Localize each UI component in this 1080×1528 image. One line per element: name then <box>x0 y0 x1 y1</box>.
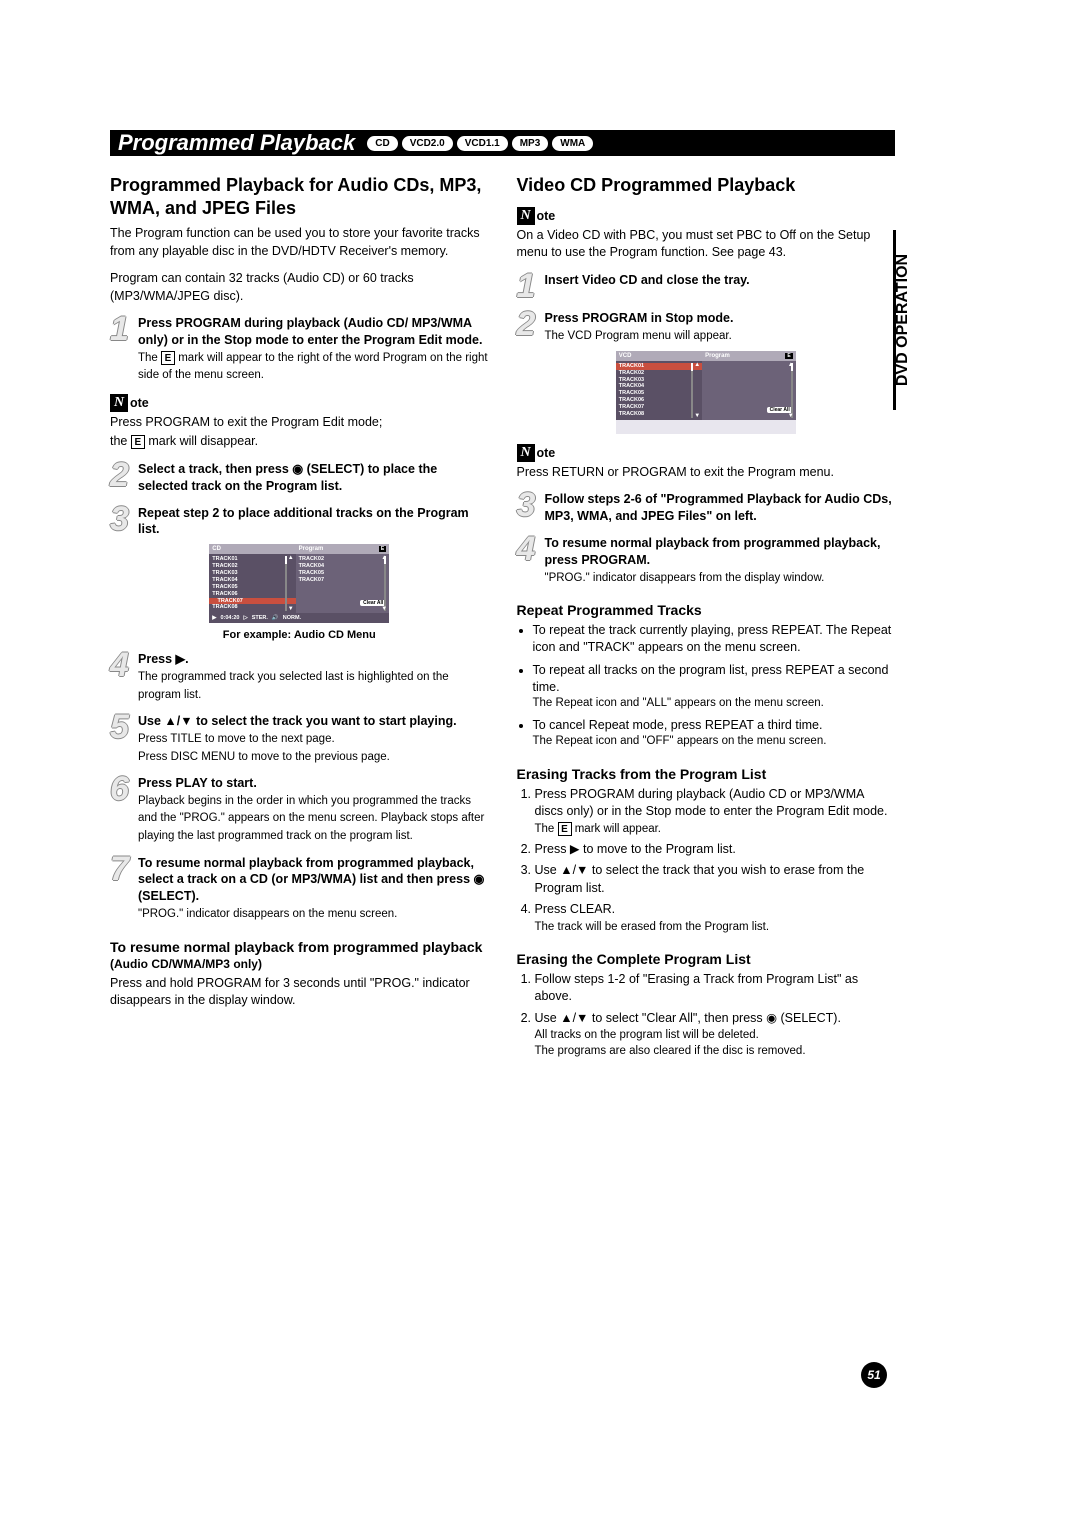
step-number: 3 <box>517 491 541 525</box>
e-mark-icon: E <box>161 351 175 365</box>
osd-vcd-menu: VCD ProgramE TRACK01 TRACK02 TRACK03 TRA… <box>616 351 796 434</box>
right-note2: Press RETURN or PROGRAM to exit the Prog… <box>517 464 896 482</box>
right-step-1: 1 Insert Video CD and close the tray. <box>517 272 896 301</box>
right-section-title: Video CD Programmed Playback <box>517 174 896 197</box>
left-resume-body: Press and hold PROGRAM for 3 seconds unt… <box>110 975 489 1010</box>
list-item: Press PROGRAM during playback (Audio CD … <box>535 786 896 837</box>
left-step2-text: Select a track, then press ◉ (SELECT) to… <box>138 462 437 493</box>
left-step3-text: Repeat step 2 to place additional tracks… <box>138 506 469 537</box>
erase-tracks-list: Press PROGRAM during playback (Audio CD … <box>517 786 896 935</box>
page-number: 51 <box>861 1362 887 1388</box>
step-number: 2 <box>110 461 134 495</box>
list-item: Press CLEAR. The track will be erased fr… <box>535 901 896 935</box>
list-item: Follow steps 1-2 of "Erasing a Track fro… <box>535 971 896 1006</box>
side-tab: DVD OPERATION <box>893 230 911 410</box>
right-step1-text: Insert Video CD and close the tray. <box>545 273 750 287</box>
left-step-1: 1 Press PROGRAM during playback (Audio C… <box>110 315 489 384</box>
erase-tracks-title: Erasing Tracks from the Program List <box>517 766 896 782</box>
step-number: 5 <box>110 713 134 765</box>
left-note-line1: Press PROGRAM to exit the Program Edit m… <box>110 414 489 432</box>
list-item: Use ▲/▼ to select "Clear All", then pres… <box>535 1010 896 1060</box>
left-step-5: 5 Use ▲/▼ to select the track you want t… <box>110 713 489 765</box>
left-step6-body: Playback begins in the order in which yo… <box>138 795 484 842</box>
left-step7-bold: To resume normal playback from programme… <box>138 856 484 904</box>
step-number: 1 <box>110 315 134 384</box>
side-tab-label: DVD OPERATION <box>895 254 913 386</box>
osd-cd-menu: CD ProgramE TRACK01 TRACK02 TRACK03 TRAC… <box>209 544 389 623</box>
badge-vcd11: VCD1.1 <box>457 136 508 151</box>
badge-mp3: MP3 <box>512 136 549 151</box>
repeat-list: To repeat the track currently playing, p… <box>517 622 896 749</box>
left-intro-2: Program can contain 32 tracks (Audio CD)… <box>110 270 489 305</box>
badge-wma: WMA <box>552 136 593 151</box>
left-resume-title: To resume normal playback from programme… <box>110 939 489 971</box>
right-step3-text: Follow steps 2-6 of "Programmed Playback… <box>545 492 892 523</box>
step-number: 4 <box>517 535 541 586</box>
list-item: Press ▶ to move to the Program list. <box>535 841 896 859</box>
note-label: ote <box>130 396 149 410</box>
note-row: N ote <box>110 394 489 412</box>
right-step4-bold: To resume normal playback from programme… <box>545 536 881 567</box>
note-icon: N <box>517 207 535 225</box>
right-step-3: 3 Follow steps 2-6 of "Programmed Playba… <box>517 491 896 525</box>
badge-vcd20: VCD2.0 <box>402 136 453 151</box>
left-section-title: Programmed Playback for Audio CDs, MP3, … <box>110 174 489 219</box>
note-label: ote <box>537 209 556 223</box>
left-step6-bold: Press PLAY to start. <box>138 776 257 790</box>
right-step4-body: "PROG." indicator disappears from the di… <box>545 572 825 584</box>
left-step1-bold: Press PROGRAM during playback (Audio CD/… <box>138 316 482 347</box>
left-step-2: 2 Select a track, then press ◉ (SELECT) … <box>110 461 489 495</box>
note-label: ote <box>537 446 556 460</box>
step-number: 4 <box>110 651 134 703</box>
right-step-2: 2 Press PROGRAM in Stop mode. The VCD Pr… <box>517 310 896 344</box>
left-step7-body: "PROG." indicator disappears on the menu… <box>138 908 397 920</box>
note-row: N ote <box>517 444 896 462</box>
list-item: To cancel Repeat mode, press REPEAT a th… <box>533 717 896 749</box>
step-number: 6 <box>110 775 134 844</box>
note-icon: N <box>517 444 535 462</box>
step-number: 3 <box>110 505 134 539</box>
repeat-title: Repeat Programmed Tracks <box>517 602 896 618</box>
right-step2-body: The VCD Program menu will appear. <box>545 330 732 342</box>
step-number: 1 <box>517 272 541 301</box>
left-step5-body2: Press DISC MENU to move to the previous … <box>138 751 390 763</box>
left-step-3: 3 Repeat step 2 to place additional trac… <box>110 505 489 539</box>
left-step5-bold: Use ▲/▼ to select the track you want to … <box>138 714 457 728</box>
right-column: Video CD Programmed Playback N ote On a … <box>517 174 896 1064</box>
erase-all-title: Erasing the Complete Program List <box>517 951 896 967</box>
note-row: N ote <box>517 207 896 225</box>
list-item: To repeat the track currently playing, p… <box>533 622 896 656</box>
step-number: 2 <box>517 310 541 344</box>
left-step5-body1: Press TITLE to move to the next page. <box>138 733 335 745</box>
osd-caption: For example: Audio CD Menu <box>110 629 489 641</box>
left-step-6: 6 Press PLAY to start. Playback begins i… <box>110 775 489 844</box>
step-number: 7 <box>110 855 134 923</box>
e-mark-icon: E <box>131 435 145 449</box>
right-note1: On a Video CD with PBC, you must set PBC… <box>517 227 896 262</box>
note-icon: N <box>110 394 128 412</box>
e-mark-icon: E <box>558 822 572 836</box>
header-bar: Programmed Playback CD VCD2.0 VCD1.1 MP3… <box>110 130 895 156</box>
erase-all-list: Follow steps 1-2 of "Erasing a Track fro… <box>517 971 896 1060</box>
left-step4-body: The programmed track you selected last i… <box>138 671 449 701</box>
list-item: To repeat all tracks on the program list… <box>533 662 896 711</box>
right-step2-bold: Press PROGRAM in Stop mode. <box>545 311 734 325</box>
badge-cd: CD <box>367 136 397 151</box>
list-item: Use ▲/▼ to select the track that you wis… <box>535 862 896 897</box>
header-title: Programmed Playback <box>118 130 355 156</box>
right-step-4: 4 To resume normal playback from program… <box>517 535 896 586</box>
left-step-7: 7 To resume normal playback from program… <box>110 855 489 923</box>
left-intro-1: The Program function can be used you to … <box>110 225 489 260</box>
left-step4-bold: Press ▶. <box>138 652 189 666</box>
left-step-4: 4 Press ▶. The programmed track you sele… <box>110 651 489 703</box>
left-column: Programmed Playback for Audio CDs, MP3, … <box>110 174 489 1064</box>
